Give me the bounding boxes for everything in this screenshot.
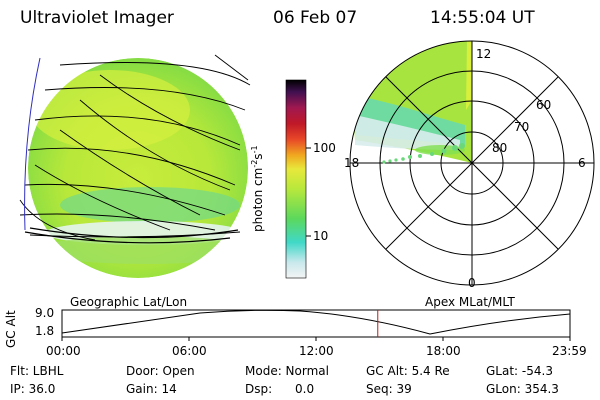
xtick-2359: 23:59 bbox=[552, 344, 587, 358]
mlt-18-label: 18 bbox=[344, 156, 360, 170]
mlt-6-label: 6 bbox=[578, 156, 586, 170]
xtick-1200: 12:00 bbox=[299, 344, 334, 358]
gc-alt-value: GC Alt: 5.4 Re bbox=[366, 364, 450, 378]
apex-caption: Apex MLat/MLT bbox=[425, 295, 515, 309]
seq-value: Seq: 39 bbox=[366, 382, 412, 396]
altitude-ylabel: GC Alt bbox=[4, 310, 18, 348]
time-label: 14:55:04 UT bbox=[430, 8, 535, 28]
xtick-0000: 00:00 bbox=[46, 344, 81, 358]
colorbar-gradient bbox=[285, 79, 307, 279]
polar-grid bbox=[349, 40, 595, 286]
glon-value: GLon: 354.3 bbox=[486, 382, 559, 396]
instrument-title: Ultraviolet Imager bbox=[20, 8, 174, 28]
date-label: 06 Feb 07 bbox=[273, 8, 358, 28]
xtick-1800: 18:00 bbox=[426, 344, 461, 358]
colorbar-tick-100: 100 bbox=[313, 141, 336, 155]
mlat-60-label: 60 bbox=[536, 98, 552, 112]
altitude-tick-high: 9.0 bbox=[35, 306, 55, 320]
aurora-dots bbox=[382, 143, 465, 164]
geographic-caption: Geographic Lat/Lon bbox=[70, 295, 188, 309]
glat-value: GLat: -54.3 bbox=[486, 364, 553, 378]
mlat-70-label: 70 bbox=[514, 120, 530, 134]
gain-value: Gain: 14 bbox=[126, 382, 177, 396]
mlat-80-label: 80 bbox=[492, 141, 508, 155]
mlt-0-label: 0 bbox=[468, 276, 476, 290]
altitude-frame bbox=[61, 309, 571, 338]
mode-value: Mode: Normal bbox=[245, 364, 329, 378]
xtick-0600: 06:00 bbox=[172, 344, 207, 358]
colorbar-tick-10: 10 bbox=[313, 229, 329, 243]
altitude-tick-low: 1.8 bbox=[35, 324, 55, 338]
terminator-line bbox=[24, 57, 41, 231]
filter-value: Flt: LBHL bbox=[10, 364, 64, 378]
dsp-value: Dsp: 0.0 bbox=[245, 382, 315, 396]
door-value: Door: Open bbox=[126, 364, 195, 378]
mlt-12-label: 12 bbox=[476, 47, 492, 61]
altitude-curve bbox=[61, 309, 571, 335]
ip-value: IP: 36.0 bbox=[10, 382, 56, 396]
